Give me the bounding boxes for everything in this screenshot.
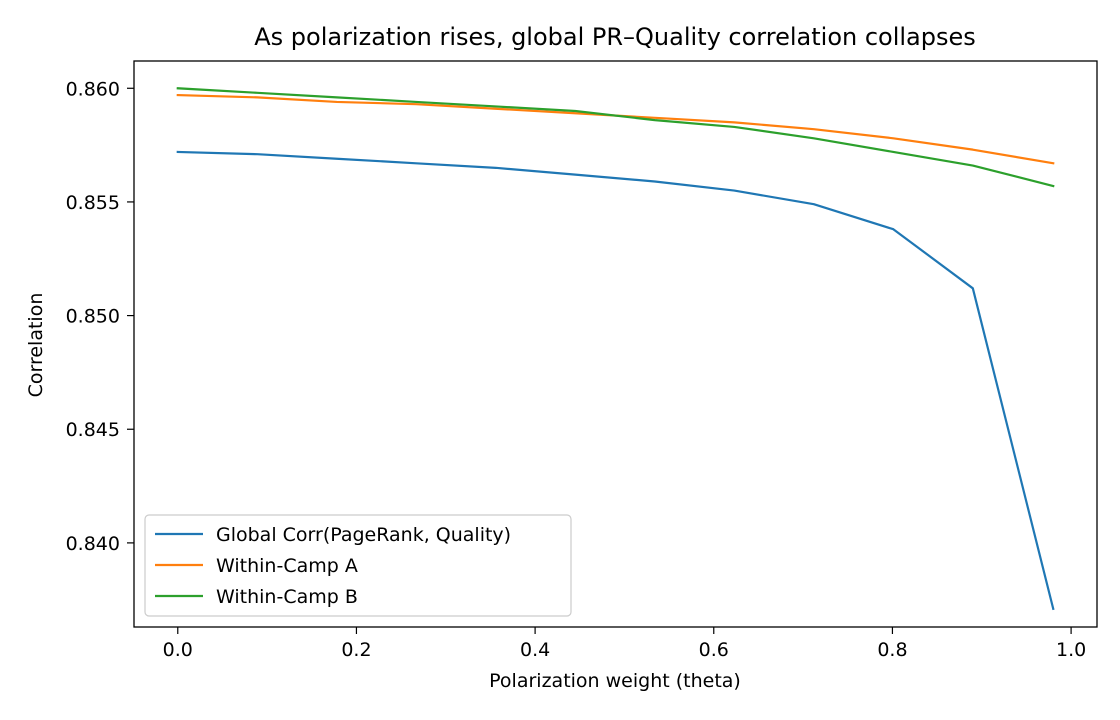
y-tick-label: 0.840: [66, 533, 120, 555]
y-tick-label: 0.850: [66, 306, 120, 328]
x-tick-label: 0.6: [699, 639, 729, 661]
x-tick-label: 0.0: [163, 639, 193, 661]
plot-frame: [133, 60, 1098, 628]
x-tick-label: 0.4: [520, 639, 550, 661]
y-axis-label: Correlation: [25, 293, 47, 398]
series-line-1: [176, 150, 1055, 611]
legend-label-2: Within-Camp A: [216, 555, 358, 577]
legend: Global Corr(PageRank, Quality) Within-Cam…: [144, 514, 572, 617]
axis-ticks: 0.0 0.2 0.4 0.6 0.8 1.0 0.840 0.845 0.850 0.855 0.…: [66, 78, 1087, 661]
x-tick-label: 0.2: [341, 639, 371, 661]
plot-area: [176, 87, 1055, 611]
x-tick-label: 1.0: [1056, 639, 1086, 661]
chart-title: As polarization rises, global PR–Quality…: [254, 23, 976, 51]
legend-label-3: Within-Camp B: [216, 586, 358, 608]
series-line-3: [176, 87, 1055, 188]
legend-box: [144, 514, 572, 617]
x-tick-label: 0.8: [877, 639, 907, 661]
y-tick-label: 0.845: [66, 419, 120, 441]
x-axis-label: Polarization weight (theta): [489, 670, 741, 692]
y-tick-label: 0.855: [66, 192, 120, 214]
y-tick-label: 0.860: [66, 78, 120, 100]
legend-label-1: Global Corr(PageRank, Quality): [216, 524, 511, 546]
